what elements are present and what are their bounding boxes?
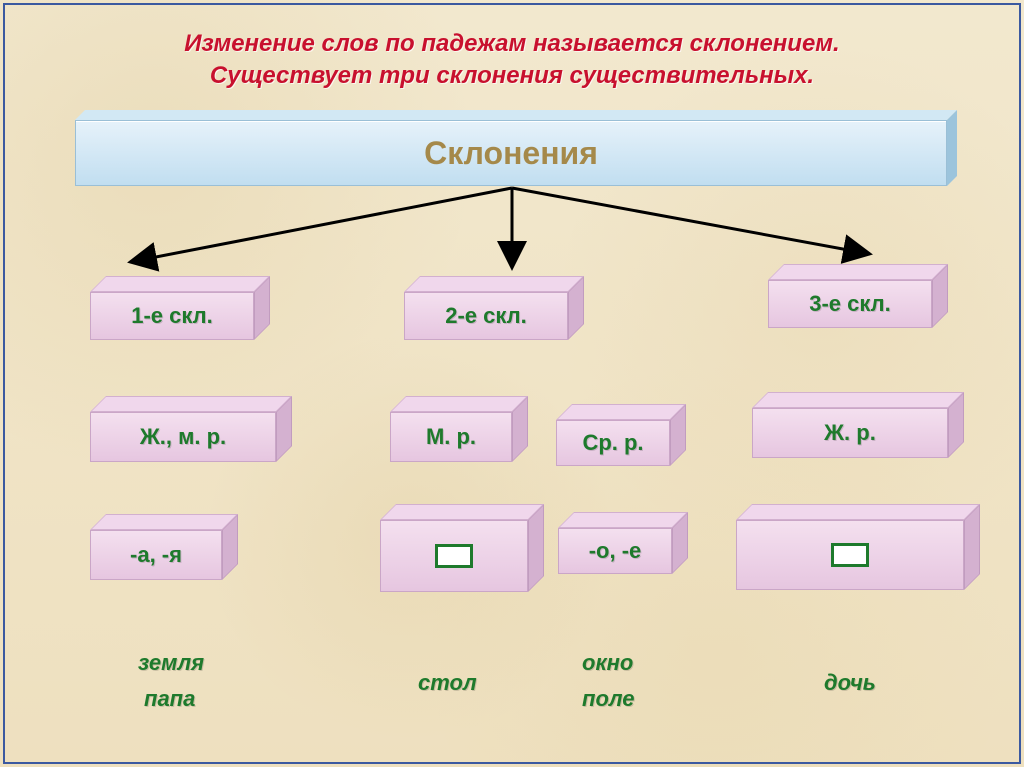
ending-box-3-1 (736, 520, 964, 590)
example-word: папа (144, 686, 195, 712)
diagram-content: Изменение слов по падежам называется скл… (0, 0, 1024, 767)
gender-box-3-1: Ж. р. (752, 408, 948, 458)
gender-box-1-1-top-face (90, 396, 292, 412)
declension-box-2-face: 2-е скл. (404, 292, 568, 340)
declension-box-2: 2-е скл. (404, 292, 568, 340)
declension-box-1-top-face (90, 276, 270, 292)
null-ending-icon (831, 543, 869, 567)
ending-box-1-1: -а, -я (90, 530, 222, 580)
gender-box-3-1-top-face (752, 392, 964, 408)
null-ending-icon (435, 544, 473, 568)
example-word: дочь (824, 670, 876, 696)
example-word: окно (582, 650, 633, 676)
example-word: поле (582, 686, 635, 712)
ending-box-3-1-face (736, 520, 964, 590)
declension-box-3-top-face (768, 264, 948, 280)
title-line-1: Изменение слов по падежам называется скл… (0, 30, 1024, 58)
declension-box-3: 3-е скл. (768, 280, 932, 328)
header-side-face (947, 110, 957, 186)
declension-box-1-face: 1-е скл. (90, 292, 254, 340)
ending-box-1-1-top-face (90, 514, 238, 530)
ending-box-2-2-face: -о, -е (558, 528, 672, 574)
ending-box-2-1 (380, 520, 528, 592)
gender-box-1-1: Ж., м. р. (90, 412, 276, 462)
gender-box-1-1-face: Ж., м. р. (90, 412, 276, 462)
header-label: Склонения (424, 135, 598, 171)
header-bar: Склонения (75, 120, 947, 186)
ending-box-3-1-top-face (736, 504, 980, 520)
ending-box-2-1-side-face (528, 504, 544, 592)
example-word: стол (418, 670, 477, 696)
gender-box-2-2-top-face (556, 404, 686, 420)
title-line-2: Существует три склонения существительных… (0, 62, 1024, 90)
gender-box-2-1-top-face (390, 396, 528, 412)
ending-box-2-1-top-face (380, 504, 544, 520)
gender-box-2-1: М. р. (390, 412, 512, 462)
ending-box-2-2-top-face (558, 512, 688, 528)
declension-box-2-top-face (404, 276, 584, 292)
ending-box-1-1-face: -а, -я (90, 530, 222, 580)
ending-box-2-1-face (380, 520, 528, 592)
gender-box-3-1-face: Ж. р. (752, 408, 948, 458)
gender-box-2-2-face: Ср. р. (556, 420, 670, 466)
header-top-face (75, 110, 957, 120)
declension-box-1: 1-е скл. (90, 292, 254, 340)
ending-box-3-1-side-face (964, 504, 980, 590)
gender-box-2-1-face: М. р. (390, 412, 512, 462)
gender-box-2-2: Ср. р. (556, 420, 670, 466)
example-word: земля (138, 650, 204, 676)
declension-box-3-face: 3-е скл. (768, 280, 932, 328)
ending-box-2-2: -о, -е (558, 528, 672, 574)
